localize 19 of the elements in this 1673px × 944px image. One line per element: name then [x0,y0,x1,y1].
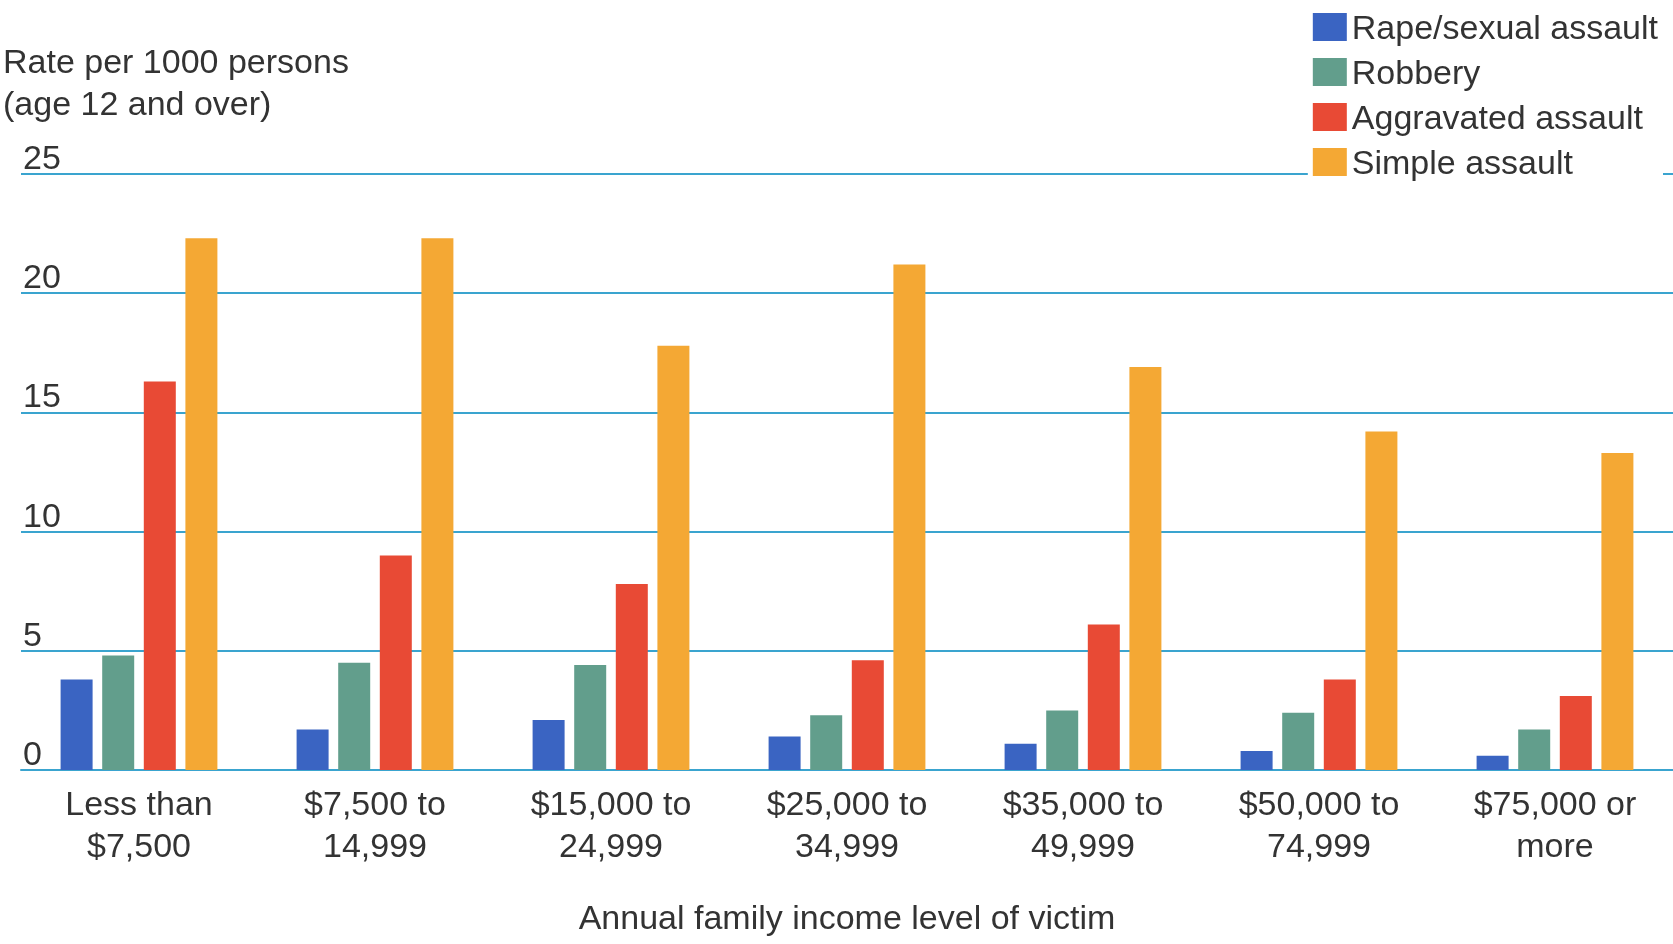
legend-label: Aggravated assault [1351,98,1644,136]
x-tick-label: $7,500 to 14,999 [304,784,446,864]
x-tick-label: $35,000 to 49,999 [1002,784,1164,864]
legend-label: Rape/sexual assault [1351,8,1659,46]
legend-label: Simple assault [1351,143,1574,181]
x-tick-label: Less than $7,500 [65,784,213,864]
y-tick-label: 20 [23,257,61,296]
y-axis-title: Rate per 1000 persons (age 12 and over) [3,42,349,122]
y-tick-label: 15 [23,376,61,415]
x-tick-label: $50,000 to 74,999 [1238,784,1400,864]
y-tick-label: 5 [23,614,42,653]
x-tick-label: $15,000 to 24,999 [530,784,692,864]
y-tick-label: 0 [23,734,42,772]
x-axis-title: Annual family income level of victim [578,898,1116,936]
x-tick-label: $25,000 to 34,999 [766,784,928,864]
x-tick-label: $75,000 or more [1473,784,1637,864]
y-tick-label: 10 [23,495,61,534]
y-tick-label: 25 [23,138,61,176]
legend-label: Robbery [1351,53,1481,91]
